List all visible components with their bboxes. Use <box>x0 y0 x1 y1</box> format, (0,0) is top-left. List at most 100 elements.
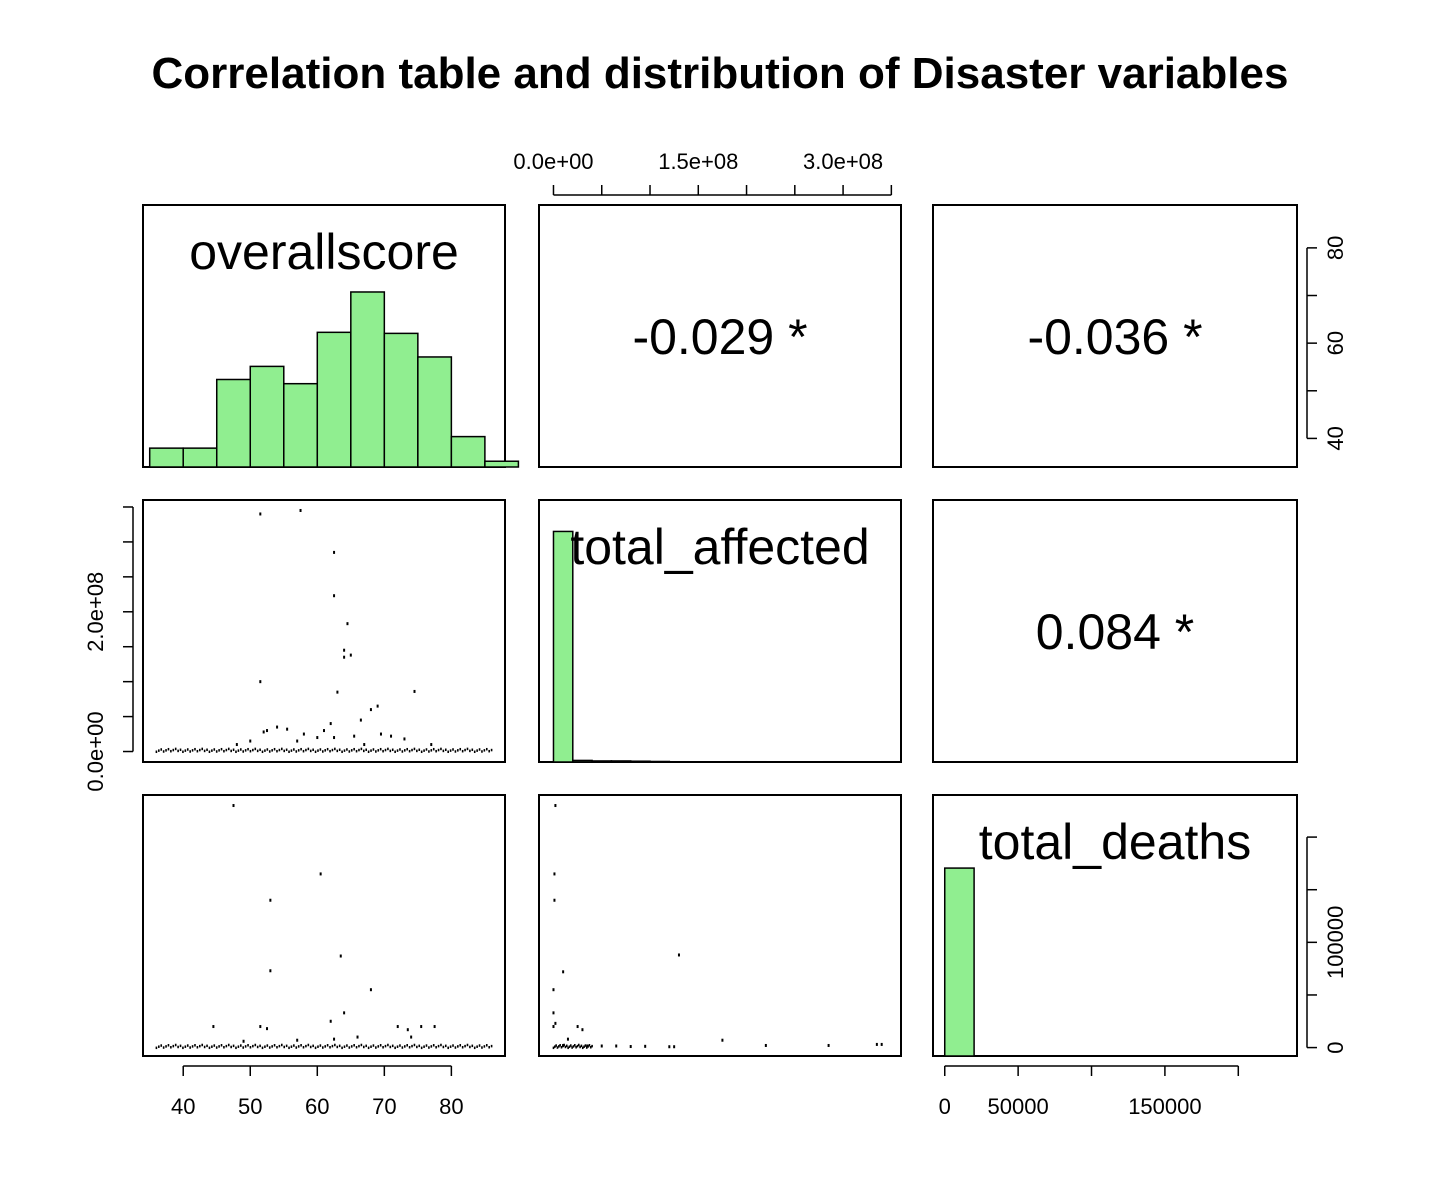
scatter-point <box>423 1045 425 1048</box>
scatter-point <box>584 1044 587 1047</box>
scatter-point <box>576 1025 579 1029</box>
scatter-point <box>420 1046 423 1050</box>
scatter-point <box>300 747 302 751</box>
scatter-point <box>464 748 466 752</box>
scatter-point <box>401 1046 404 1049</box>
scatter-point <box>485 1044 488 1047</box>
scatter-point <box>167 747 170 751</box>
panel-frame-2-0 <box>142 794 506 1057</box>
scatter-point <box>334 747 336 751</box>
scatter-point <box>252 748 254 752</box>
scatter-point <box>256 1045 259 1049</box>
scatter-point <box>259 512 262 516</box>
scatter-point <box>403 737 406 741</box>
scatter-point <box>564 1045 567 1049</box>
scatter-point <box>237 1045 240 1048</box>
scatter-point <box>396 1045 399 1048</box>
scatter-point <box>423 749 425 752</box>
panel-frame-1-2 <box>932 499 1298 763</box>
scatter-point <box>213 748 216 751</box>
scatter-point <box>182 1046 184 1050</box>
scatter-point <box>396 749 399 752</box>
scatter-point <box>369 988 372 992</box>
scatter-point <box>305 1044 307 1048</box>
tick-label: 50 <box>238 1094 262 1119</box>
scatter-point <box>343 1045 346 1048</box>
scatter-point <box>324 1045 327 1048</box>
scatter-point <box>464 1044 466 1048</box>
histogram-bar <box>215 378 252 468</box>
scatter-point <box>406 747 408 751</box>
scatter-point <box>403 749 406 752</box>
scatter-point <box>329 722 332 726</box>
scatter-point <box>261 750 264 754</box>
scatter-point <box>452 1044 454 1047</box>
scatter-point <box>442 1045 445 1049</box>
correlation-label: 0.084 * <box>1036 604 1194 660</box>
correlation-label: -0.036 * <box>1027 309 1202 365</box>
scatter-point <box>227 747 230 751</box>
scatter-point <box>473 750 476 754</box>
scatter-point <box>317 749 319 752</box>
scatter-point <box>285 1044 288 1048</box>
scatter-point <box>295 1046 298 1049</box>
scatter-point <box>575 1046 577 1049</box>
scatter-point <box>406 1044 408 1047</box>
scatter-point <box>428 750 430 753</box>
scatter-point <box>249 749 252 753</box>
histogram-bar <box>350 291 386 468</box>
scatter-point <box>158 749 160 752</box>
scatter-point <box>721 1038 724 1042</box>
scatter-point <box>350 749 353 752</box>
tick-label: 80 <box>439 1094 463 1119</box>
panel-grid: overallscore total_affected total_deaths -0… <box>83 149 1348 1119</box>
scatter-point <box>203 1045 206 1049</box>
scatter-point <box>201 747 204 751</box>
scatter-point <box>580 1044 583 1048</box>
scatter-point <box>254 1043 257 1047</box>
scatter-point <box>481 750 483 753</box>
scatter-point <box>444 748 447 752</box>
scatter-point <box>430 743 433 747</box>
scatter-point <box>432 747 435 751</box>
scatter-point <box>273 747 276 751</box>
scatter-point <box>262 730 265 734</box>
scatter-point <box>556 1046 559 1049</box>
scatter-point <box>454 1046 457 1049</box>
scatter-point <box>283 1045 286 1049</box>
histogram-bar <box>417 356 453 468</box>
histogram-bar <box>283 382 319 468</box>
scatter-point <box>376 704 379 708</box>
scatter-point <box>408 749 411 753</box>
scatter-point <box>215 1046 218 1049</box>
scatter-point <box>269 969 272 973</box>
scatter-point <box>290 749 293 752</box>
scatter-point <box>353 1044 355 1047</box>
scatter-point <box>244 1045 247 1048</box>
scatter-point <box>261 1046 264 1050</box>
scatter-point <box>196 749 199 753</box>
histogram-bar <box>383 332 419 468</box>
scatter-point <box>242 1039 245 1043</box>
scatter-point <box>396 1025 399 1029</box>
histogram-bar <box>148 447 184 468</box>
scatter-point <box>174 747 177 751</box>
scatter-point <box>384 1044 387 1048</box>
scatter-point <box>387 1043 389 1047</box>
scatter-point <box>577 1043 580 1047</box>
scatter-point <box>319 1044 322 1047</box>
scatter-point <box>162 1046 165 1049</box>
histogram-bar <box>591 760 613 763</box>
variable-label-total_affected: total_affected <box>570 519 869 575</box>
scatter-point <box>553 872 556 876</box>
scatter-point <box>333 736 336 740</box>
scatter-point <box>430 749 433 752</box>
scatter-point <box>346 748 348 751</box>
scatter-point <box>471 748 474 752</box>
scatter-point <box>629 1045 632 1049</box>
scatter-point <box>403 1045 406 1048</box>
scatter-point <box>309 1045 312 1049</box>
scatter-point <box>348 1046 351 1049</box>
scatter-point <box>208 1046 211 1050</box>
scatter-point <box>259 1044 261 1048</box>
